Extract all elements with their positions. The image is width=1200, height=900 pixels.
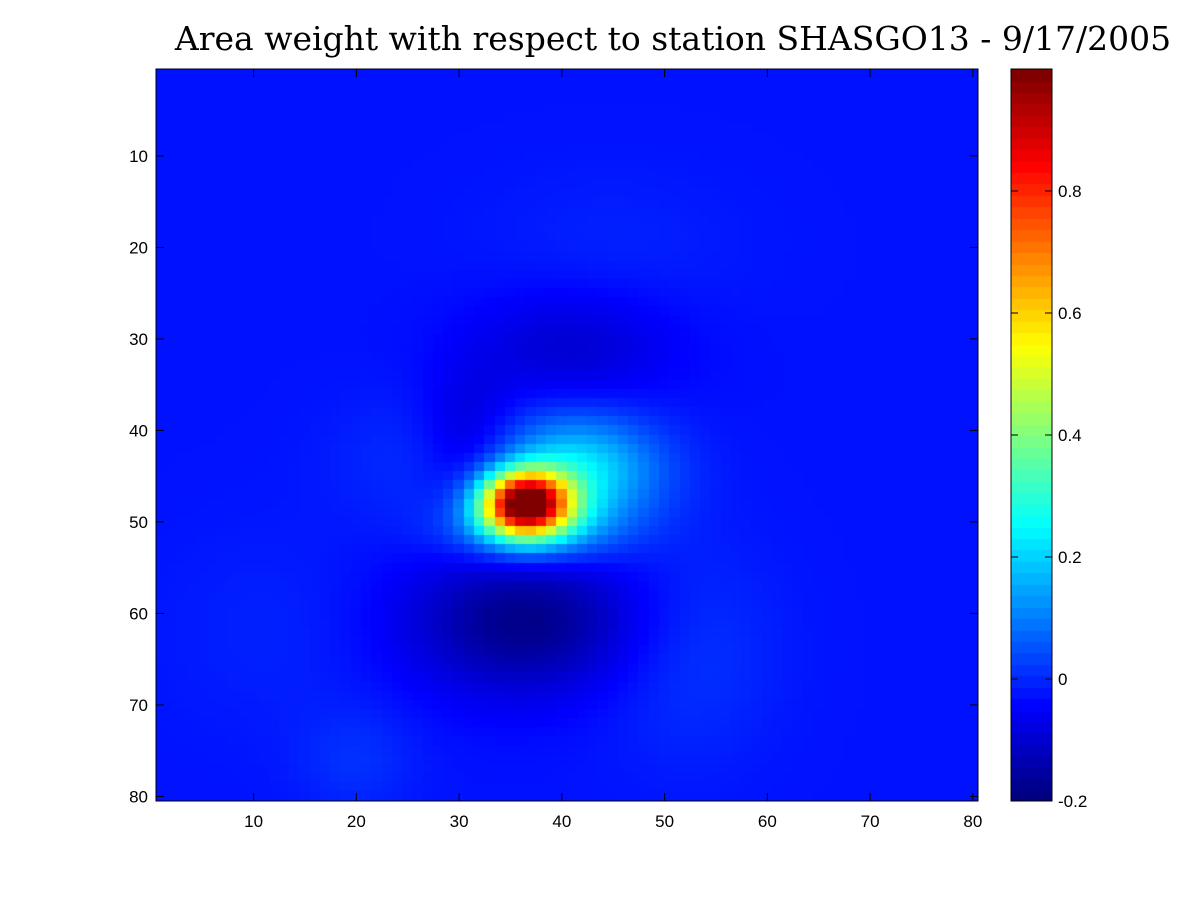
x-tick-label: 10	[244, 812, 263, 831]
y-tick-label: 60	[129, 604, 148, 623]
y-tick-label: 10	[129, 147, 148, 166]
x-tick-label: 30	[450, 812, 469, 831]
plot-frame	[155, 68, 979, 802]
x-tick-label: 70	[861, 812, 880, 831]
x-tick-label: 60	[758, 812, 777, 831]
y-axis: 10 20 30 40 50 60 70 80	[129, 147, 978, 806]
y-tick-label: 20	[129, 238, 148, 257]
y-tick-label: 50	[129, 513, 148, 532]
y-tick-label: 80	[129, 787, 148, 806]
y-tick-label: 30	[129, 330, 148, 349]
x-tick-label: 50	[655, 812, 674, 831]
x-tick-label: 40	[552, 812, 571, 831]
colorbar-tick-label: 0.4	[1058, 426, 1082, 445]
colorbar-axis: -0.2 0 0.2 0.4 0.6 0.8	[1011, 182, 1087, 811]
heatmap-plot-area	[155, 68, 979, 802]
chart-title: Area weight with respect to station SHAS…	[174, 19, 1171, 58]
colorbar-tick-label: 0.6	[1058, 304, 1082, 323]
x-axis: 10 20 30 40 50 60 70 80	[244, 69, 982, 831]
colorbar-tick-label: -0.2	[1058, 792, 1087, 811]
x-tick-label: 80	[963, 812, 982, 831]
y-tick-label: 40	[129, 421, 148, 440]
colorbar-tick-label: 0.2	[1058, 548, 1082, 567]
heatmap-canvas	[156, 69, 978, 801]
y-tick-label: 70	[129, 696, 148, 715]
colorbar-tick-label: 0	[1058, 670, 1067, 689]
colorbar: -0.2 0 0.2 0.4 0.6 0.8	[1010, 68, 1087, 811]
colorbar-tick-label: 0.8	[1058, 182, 1082, 201]
x-tick-label: 20	[347, 812, 366, 831]
